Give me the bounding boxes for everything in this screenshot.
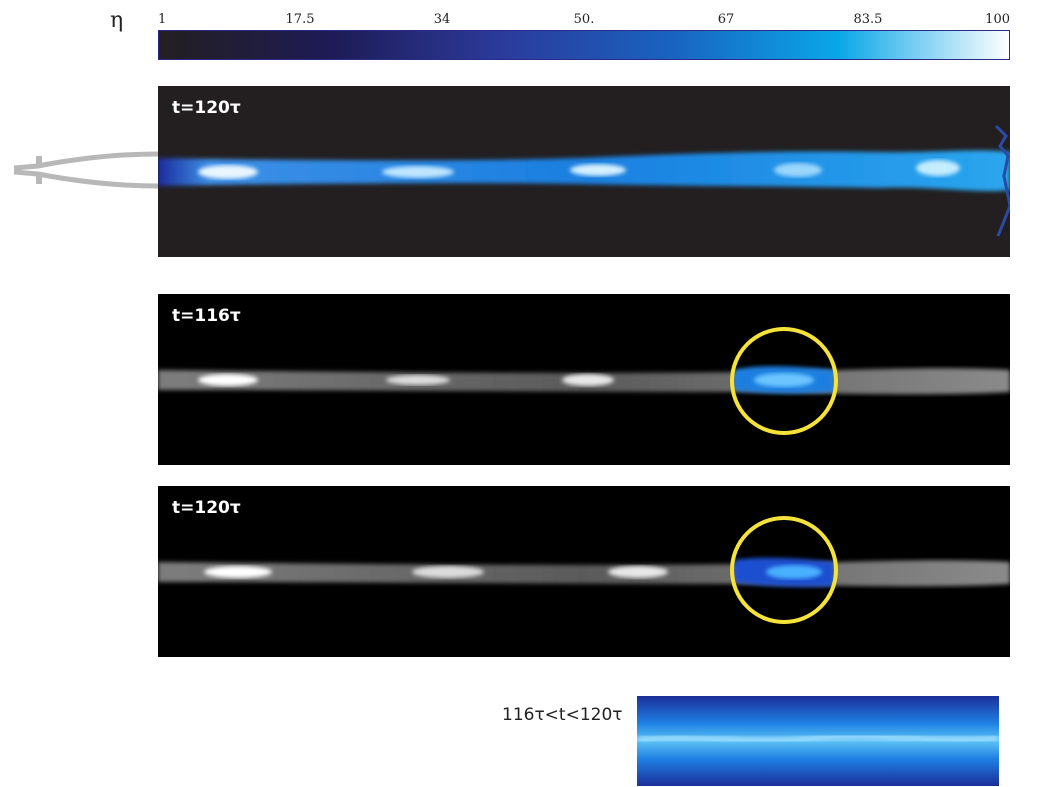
jet-panel-gray-1: t=116τ — [158, 294, 1010, 465]
jet-panel-color: t=120τ — [158, 86, 1010, 257]
panel-time-label: t=120τ — [172, 498, 241, 518]
eta-symbol: η — [110, 8, 124, 33]
time-average-panel — [637, 696, 999, 786]
colorbar-tick: 100 — [985, 12, 1010, 27]
colorbar-gradient — [158, 30, 1010, 60]
panel-time-label: t=120τ — [172, 98, 241, 118]
nozzle-outline-icon — [13, 151, 159, 189]
colorbar-tick: 83.5 — [853, 12, 883, 27]
colorbar-tick: 34 — [433, 12, 451, 27]
colorbar-tick: 50. — [573, 12, 595, 27]
average-time-label: 116τ<t<120τ — [502, 705, 623, 725]
colorbar-tick: 17.5 — [285, 12, 315, 27]
colorbar-ticks: 1 17.5 34 50. 67 83.5 100 — [158, 12, 1010, 30]
colorbar-tick: 1 — [158, 12, 167, 27]
panel-time-label: t=116τ — [172, 306, 241, 326]
jet-panel-gray-2: t=120τ — [158, 486, 1010, 657]
colorbar-tick: 67 — [717, 12, 735, 27]
